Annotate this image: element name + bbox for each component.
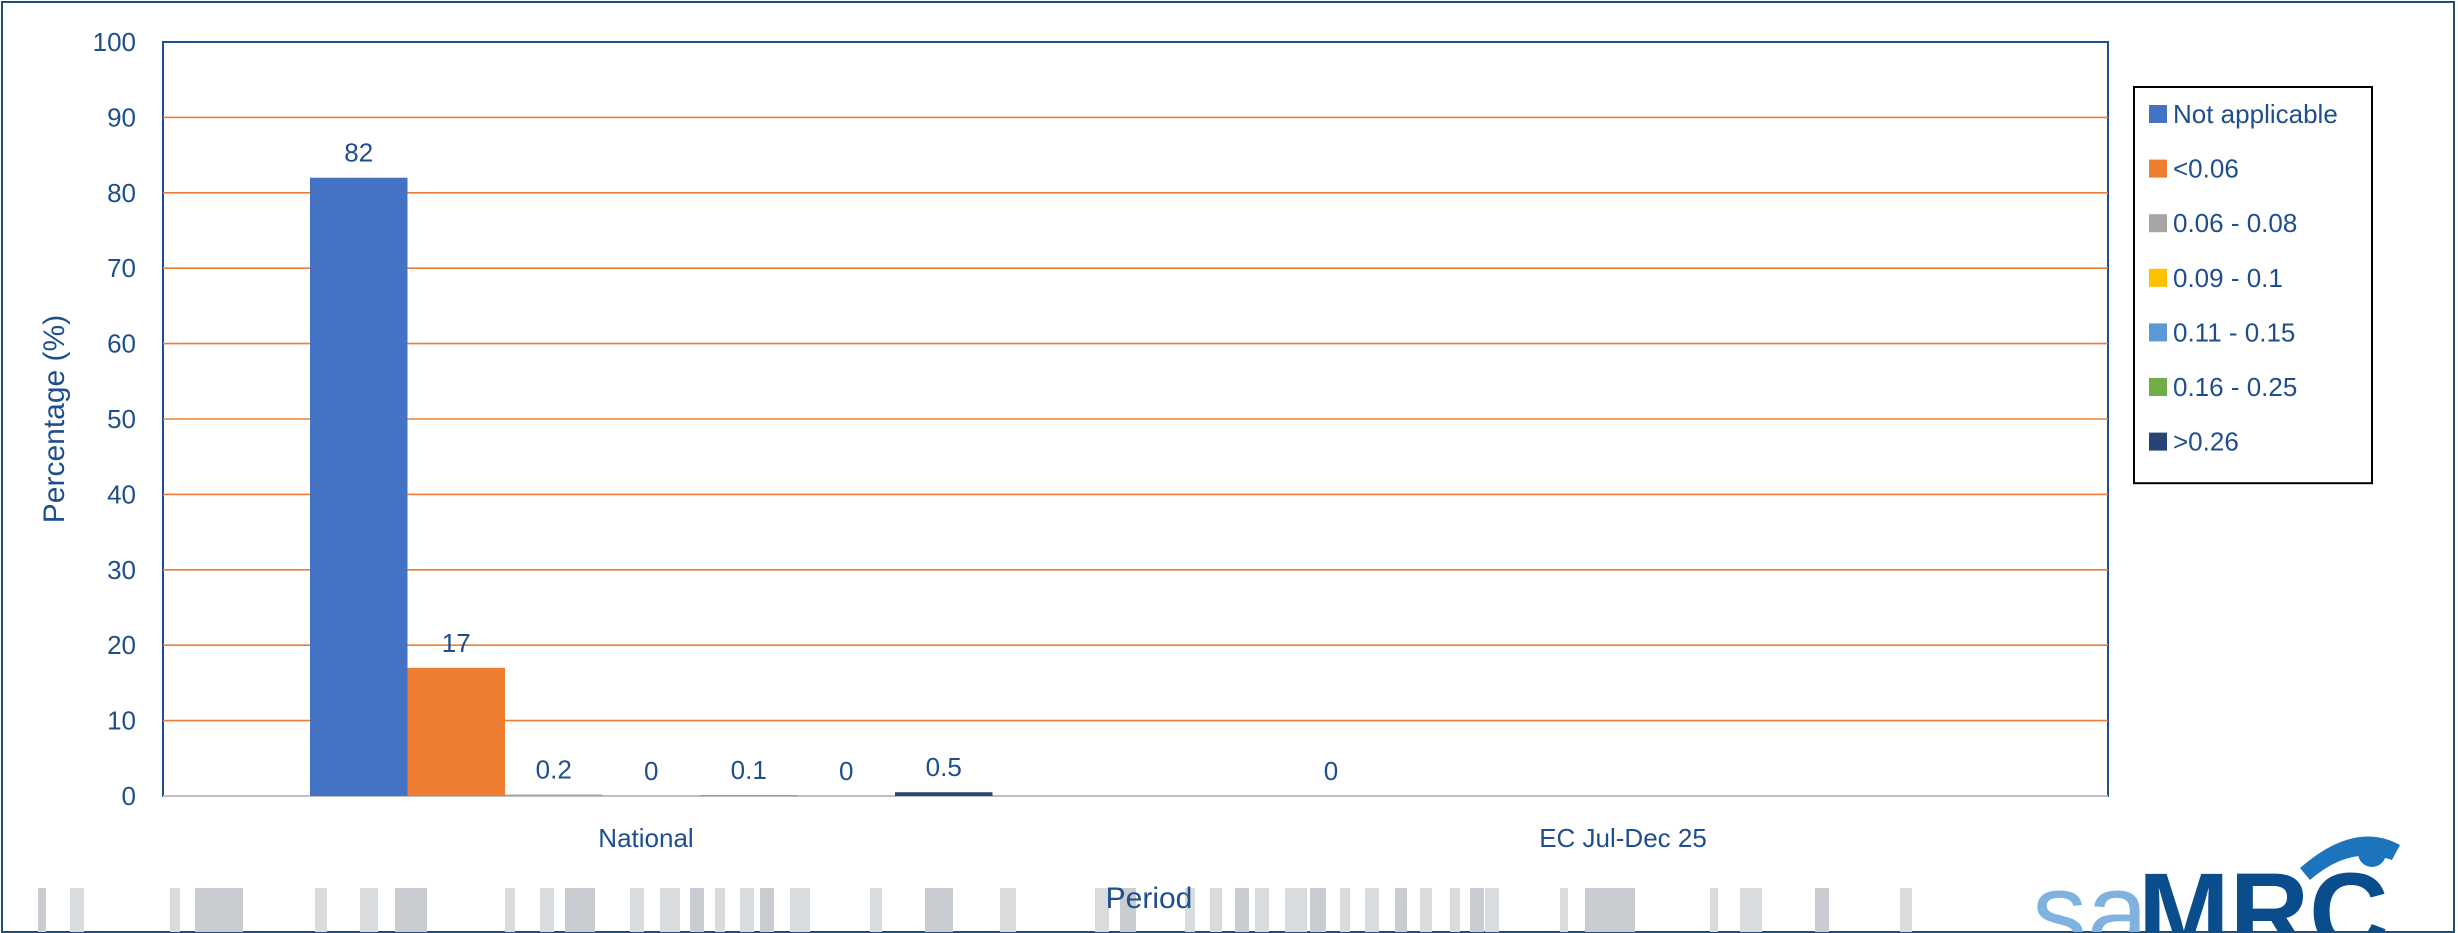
watermark-stripe bbox=[1450, 888, 1460, 932]
y-tick-label: 80 bbox=[107, 178, 136, 208]
legend-swatch bbox=[2149, 432, 2167, 451]
data-label: 0 bbox=[644, 756, 658, 786]
watermark-stripe bbox=[1095, 888, 1109, 932]
watermark-stripe bbox=[1000, 888, 1016, 932]
watermark-stripe bbox=[740, 888, 754, 932]
watermark-stripe bbox=[925, 888, 953, 932]
samrc-logo: sa MRC bbox=[2032, 836, 2400, 932]
data-label: 0 bbox=[839, 756, 853, 786]
legend-label: 0.06 - 0.08 bbox=[2173, 208, 2297, 238]
bar bbox=[700, 795, 798, 796]
watermark-stripe bbox=[1900, 888, 1912, 932]
watermark-stripe bbox=[1420, 888, 1432, 932]
data-label: 0.1 bbox=[731, 755, 767, 785]
watermark-stripe bbox=[1285, 888, 1307, 932]
watermark-stripe bbox=[1365, 888, 1379, 932]
y-tick-label: 20 bbox=[107, 630, 136, 660]
chart-legend: Not applicable <0.06 0.06 - 0.08 0.09 - 0.1… bbox=[2133, 86, 2373, 485]
watermark-stripe bbox=[38, 888, 46, 932]
svg-text:sa: sa bbox=[2032, 851, 2149, 932]
y-tick-label: 70 bbox=[107, 253, 136, 283]
watermark-stripe bbox=[70, 888, 84, 932]
watermark-stripe bbox=[1395, 888, 1407, 932]
watermark-stripe bbox=[1815, 888, 1829, 932]
watermark-stripe bbox=[1185, 888, 1195, 932]
watermark-stripe bbox=[760, 888, 774, 932]
legend-label: 0.11 - 0.15 bbox=[2173, 317, 2295, 347]
legend-swatch bbox=[2149, 214, 2167, 233]
data-label: 0.5 bbox=[926, 752, 962, 782]
watermark-stripe bbox=[870, 888, 882, 932]
y-tick-label: 60 bbox=[107, 329, 136, 359]
data-label: 82 bbox=[344, 138, 373, 168]
data-label: 0.2 bbox=[536, 754, 572, 784]
legend-label: 0.09 - 0.1 bbox=[2173, 263, 2283, 293]
watermark-stripe bbox=[1560, 888, 1568, 932]
watermark-stripe bbox=[660, 888, 680, 932]
legend-swatch bbox=[2149, 323, 2167, 342]
legend-label: 0.16 - 0.25 bbox=[2173, 372, 2297, 402]
watermark-stripe bbox=[790, 888, 810, 932]
y-tick-label: 50 bbox=[107, 404, 136, 434]
watermark-stripe bbox=[1255, 888, 1269, 932]
watermark-stripe bbox=[1340, 888, 1350, 932]
x-tick-label: EC Jul-Dec 25 bbox=[1539, 823, 1707, 853]
watermark-stripe bbox=[505, 888, 515, 932]
svg-text:MRC: MRC bbox=[2138, 851, 2389, 932]
legend-swatch bbox=[2149, 159, 2167, 178]
y-tick-label: 40 bbox=[107, 479, 136, 509]
legend-label: <0.06 bbox=[2173, 154, 2239, 184]
barcode-watermark bbox=[38, 888, 1912, 932]
watermark-stripe bbox=[170, 888, 180, 932]
data-label: 17 bbox=[442, 628, 471, 658]
watermark-stripe bbox=[630, 888, 644, 932]
watermark-stripe bbox=[1485, 888, 1499, 932]
watermark-stripe bbox=[1585, 888, 1635, 932]
watermark-stripe bbox=[195, 888, 243, 932]
watermark-stripe bbox=[690, 888, 704, 932]
y-tick-label: 30 bbox=[107, 555, 136, 585]
x-axis-title: Period bbox=[1106, 882, 1193, 915]
y-tick-label: 0 bbox=[122, 781, 136, 811]
watermark-stripe bbox=[315, 888, 327, 932]
legend-swatch bbox=[2149, 268, 2167, 287]
y-tick-label: 10 bbox=[107, 706, 136, 736]
bar bbox=[895, 792, 993, 796]
watermark-stripe bbox=[1235, 888, 1249, 932]
watermark-stripe bbox=[1740, 888, 1762, 932]
y-axis-title: Percentage (%) bbox=[38, 315, 71, 523]
watermark-stripe bbox=[1210, 888, 1222, 932]
plot-area: 0 10 20 30 40 50 60 70 80 90 100 82 17 0.2 0 0.1 0 0.5 Nat… bbox=[38, 27, 2109, 915]
legend-label: Not applicable bbox=[2173, 99, 2338, 129]
watermark-stripe bbox=[565, 888, 595, 932]
watermark-stripe bbox=[1470, 888, 1484, 932]
watermark-stripe bbox=[1310, 888, 1326, 932]
watermark-stripe bbox=[540, 888, 554, 932]
legend-swatch bbox=[2149, 378, 2167, 396]
legend-box bbox=[2133, 86, 2373, 485]
legend-label: >0.26 bbox=[2173, 427, 2239, 457]
watermark-stripe bbox=[360, 888, 378, 932]
watermark-stripe bbox=[1710, 888, 1718, 932]
data-label: 0 bbox=[1324, 756, 1338, 786]
bar bbox=[310, 177, 408, 797]
bar bbox=[407, 667, 505, 796]
y-tick-label: 100 bbox=[93, 27, 136, 57]
legend-swatch bbox=[2149, 105, 2167, 123]
y-tick-label: 90 bbox=[107, 102, 136, 132]
watermark-stripe bbox=[395, 888, 427, 932]
watermark-stripe bbox=[1120, 888, 1136, 932]
bar bbox=[505, 794, 603, 796]
x-tick-label: National bbox=[598, 823, 693, 853]
watermark-stripe bbox=[715, 888, 725, 932]
